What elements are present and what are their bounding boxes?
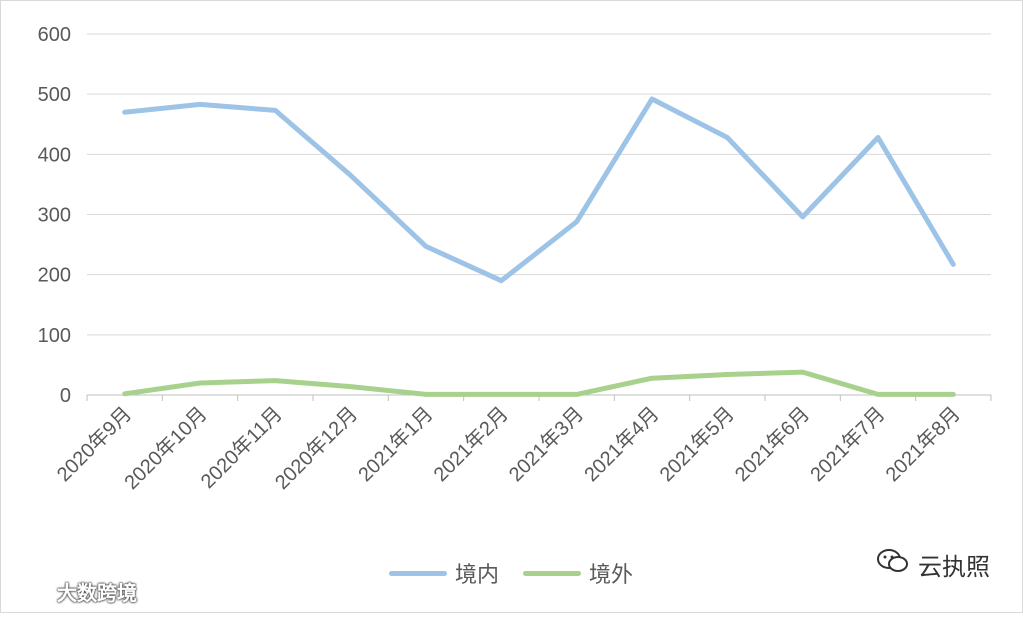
data-point <box>876 392 880 397</box>
y-tick-label: 200 <box>38 265 71 287</box>
y-tick-label: 400 <box>38 144 71 166</box>
data-point <box>650 376 654 381</box>
data-point <box>348 384 353 389</box>
watermark-left: 大数跨境 <box>9 577 137 606</box>
y-tick-label: 0 <box>60 385 71 407</box>
x-tick-label: 2021年2月 <box>429 402 513 486</box>
y-tick-label: 300 <box>38 205 71 227</box>
watermark-left-text: 大数跨境 <box>57 583 137 605</box>
x-tick-label: 2021年6月 <box>730 402 814 486</box>
data-point <box>800 214 805 219</box>
watermark-right: 云执照 <box>876 547 990 582</box>
legend-item: 境内 <box>389 557 499 589</box>
data-point <box>800 370 805 375</box>
wechat-icon <box>876 547 910 582</box>
series-line-2 <box>122 369 956 397</box>
data-point <box>951 392 956 397</box>
x-tick-label: 2021年3月 <box>504 402 588 486</box>
data-point <box>198 102 202 107</box>
x-tick-label: 2021年7月 <box>806 402 890 486</box>
data-point <box>122 391 127 396</box>
legend-swatch <box>523 570 582 576</box>
y-tick-label: 100 <box>38 325 71 347</box>
data-point <box>424 392 428 397</box>
legend-label: 境外 <box>589 562 634 587</box>
legend-item: 境外 <box>523 557 633 589</box>
series-line-1 <box>122 96 956 284</box>
legend-label: 境内 <box>455 562 500 587</box>
data-point <box>348 173 353 178</box>
link-icon <box>9 578 49 606</box>
x-tick-label: 2021年5月 <box>655 402 739 486</box>
y-tick-label: 600 <box>38 24 71 46</box>
data-point <box>574 219 579 224</box>
x-tick-label: 2021年4月 <box>580 402 664 486</box>
x-tick-label: 2020年9月 <box>52 402 136 486</box>
legend-swatch <box>389 570 447 576</box>
data-point <box>424 244 428 249</box>
watermark-right-text: 云执照 <box>918 554 990 581</box>
data-point <box>650 96 654 101</box>
legend: 境内 境外 <box>389 557 657 589</box>
data-point <box>951 262 956 267</box>
data-point <box>499 392 504 397</box>
data-point <box>273 108 278 113</box>
y-tick-label: 500 <box>38 84 71 106</box>
data-point <box>725 372 730 377</box>
x-tick-label: 2021年1月 <box>354 402 438 486</box>
data-point <box>876 135 880 140</box>
data-point <box>499 278 504 283</box>
data-point <box>725 135 730 140</box>
data-point <box>198 380 202 385</box>
data-point <box>122 110 127 115</box>
x-tick-label: 2021年8月 <box>881 402 965 486</box>
data-point <box>574 392 579 397</box>
data-point <box>273 378 278 383</box>
